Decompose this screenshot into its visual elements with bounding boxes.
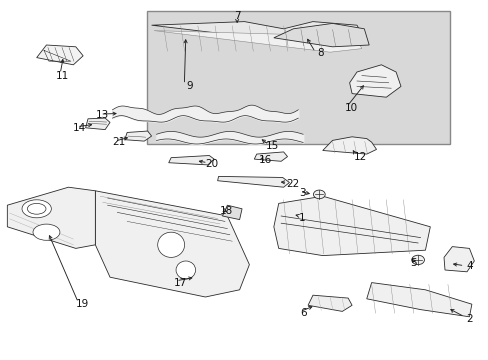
Polygon shape xyxy=(443,247,473,272)
Polygon shape xyxy=(37,45,83,65)
Polygon shape xyxy=(349,65,400,97)
Polygon shape xyxy=(322,137,376,154)
Circle shape xyxy=(313,190,325,199)
Text: 6: 6 xyxy=(299,308,306,318)
Text: 4: 4 xyxy=(465,261,472,271)
Polygon shape xyxy=(254,152,287,161)
Text: 20: 20 xyxy=(205,159,218,169)
Polygon shape xyxy=(95,191,249,297)
Text: 17: 17 xyxy=(173,278,186,288)
Bar xyxy=(146,11,449,144)
Text: 22: 22 xyxy=(285,179,299,189)
Text: 12: 12 xyxy=(353,152,367,162)
Text: 11: 11 xyxy=(56,71,69,81)
Text: 2: 2 xyxy=(465,314,472,324)
Polygon shape xyxy=(217,176,289,187)
Text: 21: 21 xyxy=(112,137,125,147)
Text: 18: 18 xyxy=(219,206,233,216)
Circle shape xyxy=(411,255,424,265)
Polygon shape xyxy=(168,156,214,165)
Polygon shape xyxy=(366,283,471,317)
Text: 16: 16 xyxy=(258,155,272,165)
Ellipse shape xyxy=(157,232,184,257)
Polygon shape xyxy=(124,131,151,141)
Text: 10: 10 xyxy=(344,103,357,113)
Text: 3: 3 xyxy=(298,188,305,198)
Polygon shape xyxy=(273,196,429,256)
Polygon shape xyxy=(7,187,95,248)
Text: 9: 9 xyxy=(185,81,192,91)
Ellipse shape xyxy=(27,203,46,214)
Polygon shape xyxy=(222,205,242,220)
Text: 8: 8 xyxy=(316,48,323,58)
Text: 14: 14 xyxy=(72,123,86,133)
Ellipse shape xyxy=(22,200,51,218)
Text: 5: 5 xyxy=(409,258,416,268)
Text: 19: 19 xyxy=(75,299,89,309)
Polygon shape xyxy=(307,295,351,311)
Text: 13: 13 xyxy=(96,110,109,120)
Polygon shape xyxy=(154,27,361,52)
Ellipse shape xyxy=(176,261,195,279)
Polygon shape xyxy=(85,118,110,130)
Ellipse shape xyxy=(33,224,60,240)
Text: 15: 15 xyxy=(265,141,279,151)
Text: 7: 7 xyxy=(233,11,240,21)
Text: 1: 1 xyxy=(298,213,305,223)
Polygon shape xyxy=(151,22,366,47)
Polygon shape xyxy=(273,23,368,47)
